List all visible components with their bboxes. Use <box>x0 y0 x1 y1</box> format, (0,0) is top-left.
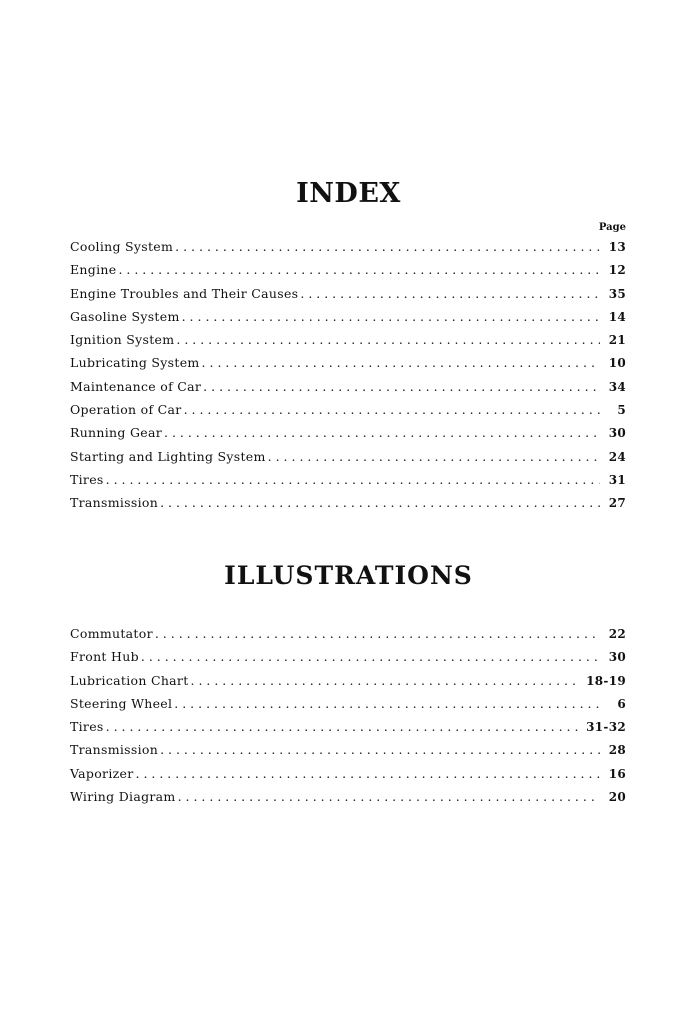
entry-label: Steering Wheel <box>70 695 173 711</box>
list-item: Tires 31 <box>70 472 626 495</box>
dot-leader <box>202 355 600 370</box>
entry-page: 28 <box>608 743 626 758</box>
entry-label: Starting and Lighting System <box>70 448 266 464</box>
entry-page: 6 <box>617 696 626 711</box>
entry-label: Wiring Diagram <box>70 789 176 805</box>
dot-leader <box>191 673 579 688</box>
list-item: Operation of Car 5 <box>70 402 626 425</box>
list-item: Running Gear 30 <box>70 425 626 448</box>
entry-page: 22 <box>608 627 626 641</box>
illustrations-list: Commutator 22 Front Hub 30 Lubrication Chart… <box>70 626 626 812</box>
entry-label: Running Gear <box>70 425 162 441</box>
dot-leader <box>160 742 600 757</box>
dot-leader <box>184 402 600 417</box>
list-item: Starting and Lighting System 24 <box>70 449 626 472</box>
list-item: Engine Troubles and Their Causes 35 <box>70 286 626 309</box>
entry-page: 18-19 <box>586 673 626 688</box>
entry-label: Lubricating System <box>70 355 200 371</box>
dot-leader <box>178 789 600 804</box>
index-list: Cooling System 13 Engine 12 Engine Troubles … <box>70 239 626 519</box>
entry-label: Gasoline System <box>70 308 180 324</box>
list-item: Lubrication Chart 18-19 <box>70 673 626 696</box>
list-item: Ignition System 21 <box>70 332 626 355</box>
dot-leader <box>300 286 600 301</box>
dot-leader <box>155 626 600 641</box>
dot-leader <box>136 766 601 781</box>
entry-label: Transmission <box>70 742 159 758</box>
list-item: Steering Wheel 6 <box>70 696 626 719</box>
entry-page: 24 <box>608 449 626 464</box>
page-column-header: Page <box>598 222 626 233</box>
dot-leader <box>118 262 600 277</box>
list-item: Maintenance of Car 34 <box>70 379 626 402</box>
entry-page: 14 <box>608 309 626 324</box>
illustrations-title: ILLUSTRATIONS <box>224 561 473 590</box>
entry-label: Transmission <box>70 495 159 511</box>
entry-page: 10 <box>608 356 626 371</box>
list-item: Front Hub 30 <box>70 649 626 672</box>
entry-label: Ignition System <box>70 332 175 348</box>
list-item: Wiring Diagram 20 <box>70 789 626 812</box>
list-item: Vaporizer 16 <box>70 766 626 789</box>
dot-leader <box>141 649 600 664</box>
entry-page: 30 <box>608 650 626 665</box>
list-item: Engine 12 <box>70 262 626 285</box>
list-item: Lubricating System 10 <box>70 355 626 378</box>
entry-label: Front Hub <box>70 649 139 665</box>
dot-leader <box>182 309 600 324</box>
entry-page: 5 <box>617 403 626 418</box>
dot-leader <box>164 425 600 440</box>
list-item: Cooling System 13 <box>70 239 626 262</box>
entry-page: 31 <box>608 472 626 487</box>
entry-page: 16 <box>608 766 626 781</box>
dot-leader <box>268 449 600 464</box>
entry-label: Commutator <box>70 626 153 641</box>
entry-label: Operation of Car <box>70 402 182 418</box>
dot-leader <box>106 472 600 487</box>
entry-page: 31-32 <box>586 720 626 735</box>
dot-leader <box>175 239 600 254</box>
entry-page: 35 <box>608 286 626 301</box>
entry-label: Engine <box>70 262 117 278</box>
list-item: Transmission 27 <box>70 495 626 518</box>
entry-label: Engine Troubles and Their Causes <box>70 285 299 301</box>
entry-page: 12 <box>608 263 626 278</box>
entry-label: Vaporizer <box>70 765 134 781</box>
dot-leader <box>174 696 600 711</box>
index-title: INDEX <box>296 178 401 209</box>
list-item: Tires 31-32 <box>70 719 626 742</box>
list-item: Gasoline System 14 <box>70 309 626 332</box>
entry-label: Tires <box>70 719 104 735</box>
list-item: Transmission 28 <box>70 742 626 765</box>
dot-leader <box>176 332 600 347</box>
entry-page: 20 <box>608 790 626 805</box>
entry-label: Maintenance of Car <box>70 378 202 394</box>
dot-leader <box>106 719 578 734</box>
entry-page: 27 <box>608 496 626 511</box>
entry-page: 21 <box>608 333 626 348</box>
entry-label: Lubrication Chart <box>70 672 189 688</box>
dot-leader <box>160 495 600 510</box>
dot-leader <box>203 379 600 394</box>
entry-page: 30 <box>608 426 626 441</box>
entry-page: 34 <box>608 379 626 394</box>
list-item: Commutator 22 <box>70 626 626 649</box>
entry-label: Tires <box>70 471 104 487</box>
entry-page: 13 <box>608 240 626 254</box>
entry-label: Cooling System <box>70 239 174 254</box>
